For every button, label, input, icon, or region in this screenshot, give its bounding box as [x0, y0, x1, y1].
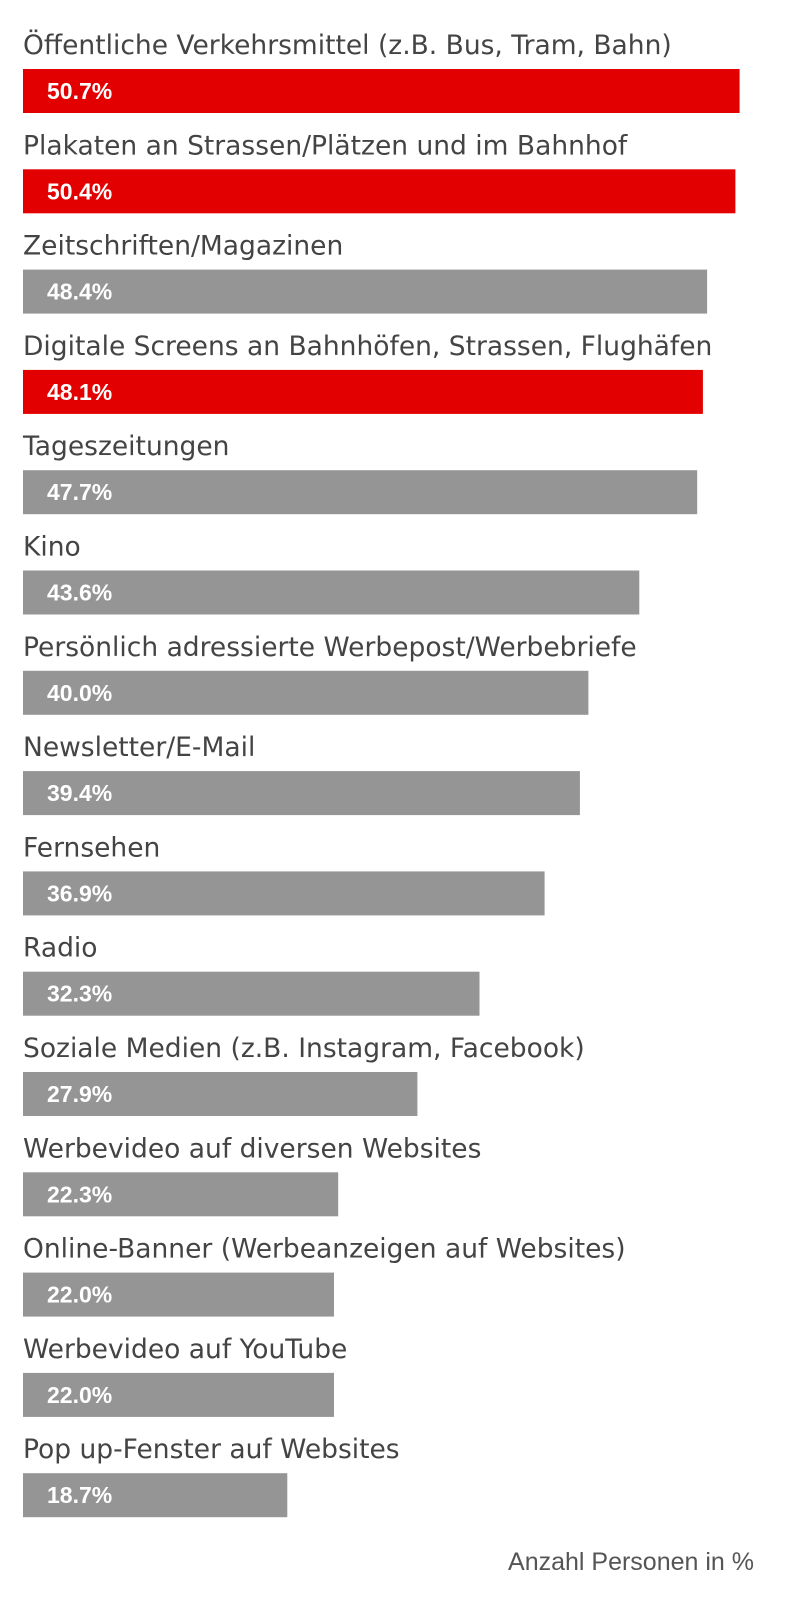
category-label: Tageszeitungen	[22, 431, 229, 462]
category-label: Plakaten an Strassen/Plätzen und im Bahn…	[23, 130, 628, 161]
category-label: Online-Banner (Werbeanzeigen auf Website…	[23, 1234, 626, 1265]
value-label: 32.3%	[47, 981, 112, 1007]
bar-row: Zeitschriften/Magazinen 48.4%	[23, 231, 708, 314]
bar	[23, 670, 589, 715]
value-label: 40.0%	[47, 680, 112, 706]
value-label: 18.7%	[47, 1482, 112, 1508]
value-label: 22.3%	[47, 1181, 112, 1207]
value-label: 48.4%	[47, 279, 112, 305]
bar	[23, 1172, 339, 1217]
value-label: 22.0%	[47, 1282, 112, 1308]
bar-row: Plakaten an Strassen/Plätzen und im Bahn…	[23, 130, 736, 214]
value-label: 48.1%	[47, 379, 112, 405]
bar-row: Online-Banner (Werbeanzeigen auf Website…	[23, 1234, 626, 1317]
bar-row: Kino 43.6%	[23, 532, 640, 615]
value-label: 47.7%	[47, 479, 112, 505]
category-label: Öffentliche Verkehrsmittel (z.B. Bus, Tr…	[23, 29, 672, 61]
category-label: Kino	[23, 532, 81, 563]
bar	[23, 1072, 418, 1116]
bar-row: Tageszeitungen 47.7%	[22, 431, 698, 515]
category-label: Digitale Screens an Bahnhöfen, Strassen,…	[23, 331, 712, 362]
category-label: Newsletter/E-Mail	[23, 732, 255, 763]
bar-row: Werbevideo auf YouTube 22.0%	[23, 1334, 347, 1417]
bar-row: Soziale Medien (z.B. Instagram, Facebook…	[23, 1033, 585, 1116]
category-label: Werbevideo auf diversen Websites	[23, 1133, 481, 1164]
value-label: 27.9%	[47, 1081, 112, 1107]
bar-row: Werbevideo auf diversen Websites 22.3%	[23, 1133, 481, 1217]
bar	[23, 69, 740, 113]
bar-row: Pop up-Fenster auf Websites 18.7%	[23, 1434, 400, 1518]
bar	[23, 1272, 334, 1317]
bar	[23, 369, 703, 414]
bar	[23, 1473, 288, 1518]
category-label: Fernsehen	[23, 832, 160, 863]
bar-row: Radio 32.3%	[23, 933, 480, 1016]
value-label: 50.4%	[47, 178, 112, 204]
bar-row: Persönlich adressierte Werbepost/Werbebr…	[23, 632, 637, 715]
value-label: 43.6%	[47, 580, 112, 606]
bar-row: Fernsehen 36.9%	[23, 832, 545, 916]
category-label: Radio	[23, 933, 97, 964]
category-label: Pop up-Fenster auf Websites	[23, 1434, 400, 1465]
value-label: 50.7%	[47, 78, 112, 104]
bar-row: Newsletter/E-Mail 39.4%	[23, 732, 580, 816]
bar	[23, 470, 698, 515]
category-label: Zeitschriften/Magazinen	[23, 231, 343, 262]
value-label: 36.9%	[47, 880, 112, 906]
bar	[23, 771, 580, 816]
bar	[23, 570, 640, 615]
bar-row: Öffentliche Verkehrsmittel (z.B. Bus, Tr…	[23, 29, 740, 113]
bar	[23, 1372, 334, 1417]
axis-caption: Anzahl Personen in %	[508, 1548, 754, 1576]
bar	[23, 871, 545, 916]
bar	[23, 269, 708, 314]
bar	[23, 169, 736, 214]
value-label: 39.4%	[47, 780, 112, 806]
category-label: Soziale Medien (z.B. Instagram, Facebook…	[23, 1033, 585, 1064]
category-label: Persönlich adressierte Werbepost/Werbebr…	[23, 632, 637, 663]
bar	[23, 971, 480, 1016]
bar-row: Digitale Screens an Bahnhöfen, Strassen,…	[23, 331, 712, 414]
category-label: Werbevideo auf YouTube	[23, 1334, 347, 1365]
value-label: 22.0%	[47, 1382, 112, 1408]
